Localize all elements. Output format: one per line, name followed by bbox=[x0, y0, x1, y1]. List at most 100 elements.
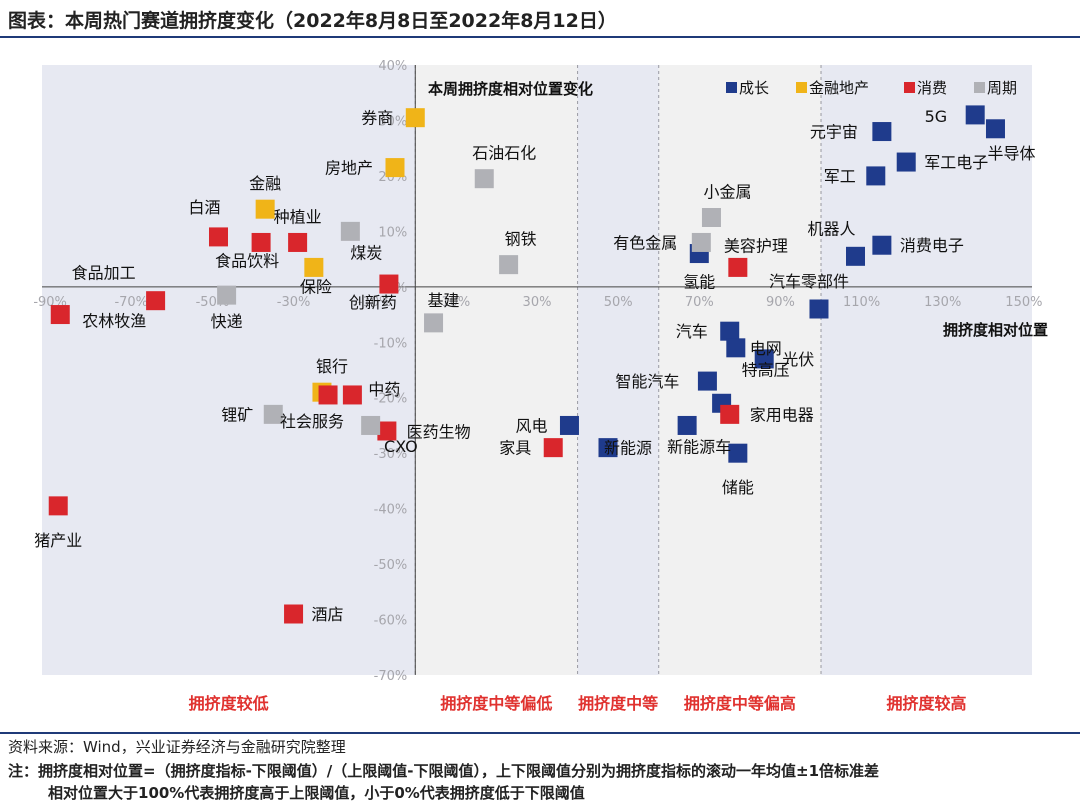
point-军工 bbox=[866, 166, 886, 186]
point-label: 猪产业 bbox=[34, 531, 82, 550]
point-label: 酒店 bbox=[312, 605, 344, 624]
point-label: 房地产 bbox=[325, 159, 373, 178]
y-tick-label: 30% bbox=[378, 114, 407, 129]
point-label: 农林牧渔 bbox=[82, 312, 146, 331]
point-label: 煤炭 bbox=[350, 243, 382, 262]
top-rule bbox=[0, 36, 1080, 38]
point-中药 bbox=[342, 385, 362, 405]
point-石油石化 bbox=[474, 169, 494, 189]
point-label: 军工 bbox=[824, 167, 856, 186]
point-label: 锂矿 bbox=[221, 405, 253, 424]
point-label: 汽车 bbox=[676, 322, 708, 341]
y-tick-label: 10% bbox=[378, 225, 407, 240]
legend-swatch-0 bbox=[726, 82, 737, 93]
point-家用电器 bbox=[720, 404, 740, 424]
point-风电 bbox=[559, 415, 579, 435]
point-label: 石油石化 bbox=[472, 144, 536, 163]
axes bbox=[42, 65, 1032, 675]
point-label: 食品饮料 bbox=[215, 251, 279, 270]
legend: 成长 金融地产 消费 周期 bbox=[726, 79, 1017, 97]
point-5G bbox=[965, 105, 985, 125]
footnote-line-2: 相对位置大于100%代表拥挤度高于上限阈值，小于0%代表拥挤度低于下限阈值 bbox=[48, 784, 585, 802]
x-tick-label: 30% bbox=[523, 295, 552, 310]
y-tick-label: -30% bbox=[374, 447, 408, 462]
legend-label: 成长 bbox=[739, 79, 769, 97]
point-美容护理 bbox=[728, 257, 748, 277]
point-label: CXO bbox=[384, 437, 418, 456]
x-tick-label: 130% bbox=[924, 295, 961, 310]
point-CXO bbox=[377, 421, 397, 441]
point-煤炭 bbox=[340, 221, 360, 241]
point-食品加工 bbox=[146, 291, 166, 311]
point-消费电子 bbox=[872, 235, 892, 255]
point-储能 bbox=[728, 443, 748, 463]
point-label: 储能 bbox=[722, 478, 754, 497]
point-label: 智能汽车 bbox=[615, 372, 679, 391]
y-tick-label: -50% bbox=[374, 558, 408, 573]
point-创新药 bbox=[379, 274, 399, 294]
point-label: 新能源 bbox=[604, 439, 652, 458]
point-房地产 bbox=[385, 158, 405, 178]
point-label: 5G bbox=[925, 107, 948, 126]
point-食品饮料 bbox=[251, 232, 271, 252]
zone-label: 拥挤度中等偏高 bbox=[684, 694, 796, 713]
point-label: 金融 bbox=[249, 174, 281, 193]
point-酒店 bbox=[284, 604, 304, 624]
point-基建 bbox=[424, 313, 444, 333]
point-种植业 bbox=[288, 232, 308, 252]
point-元宇宙 bbox=[872, 122, 892, 142]
inner-chart-title: 本周拥挤度相对位置变化 bbox=[428, 80, 593, 98]
y-tick-label: 40% bbox=[378, 59, 407, 74]
point-label: 家具 bbox=[499, 439, 531, 458]
legend-swatch-1 bbox=[796, 82, 807, 93]
point-label: 氢能 bbox=[683, 273, 715, 292]
point-label: 创新药 bbox=[349, 293, 397, 312]
legend-swatch-2 bbox=[904, 82, 915, 93]
zone-label: 拥挤度较高 bbox=[887, 694, 967, 713]
x-tick-label: 50% bbox=[604, 295, 633, 310]
x-tick-label: -30% bbox=[277, 295, 311, 310]
point-label: 食品加工 bbox=[72, 264, 136, 283]
point-label: 有色金属 bbox=[613, 233, 677, 252]
chart-title-caption: 图表：本周热门赛道拥挤度变化（2022年8月8日至2022年8月12日） bbox=[8, 10, 617, 32]
point-军工电子 bbox=[896, 152, 916, 172]
point-保险 bbox=[304, 257, 324, 277]
x-tick-label: -10% bbox=[358, 295, 392, 310]
legend-label: 消费 bbox=[917, 79, 947, 97]
zone-band-4 bbox=[821, 65, 1032, 675]
point-label: 医药生物 bbox=[407, 422, 471, 441]
point-小金属 bbox=[701, 208, 721, 227]
legend-label: 金融地产 bbox=[809, 79, 869, 97]
point-猪产业 bbox=[48, 496, 68, 516]
y-tick-label: -10% bbox=[374, 336, 408, 351]
point-家具 bbox=[543, 438, 563, 458]
x-axis-label: 拥挤度相对位置 bbox=[943, 321, 1048, 339]
zone-label: 拥挤度中等 bbox=[578, 694, 658, 713]
y-tick-label: -40% bbox=[374, 503, 408, 518]
footnote-line-1: 注：拥挤度相对位置=（拥挤度指标-下限阈值）/（上限阈值-下限阈值），上下限阈值… bbox=[8, 762, 880, 780]
point-有色金属 bbox=[691, 232, 711, 252]
point-新能源 bbox=[598, 438, 618, 458]
point-label: 电网 bbox=[750, 339, 782, 358]
x-tick-label: -70% bbox=[114, 295, 148, 310]
point-label: 保险 bbox=[300, 277, 332, 296]
point-label: 钢铁 bbox=[505, 230, 537, 249]
x-tick-label: 90% bbox=[766, 295, 795, 310]
point-label: 风电 bbox=[515, 416, 547, 435]
point-汽车零部件 bbox=[809, 299, 829, 319]
point-白酒 bbox=[208, 227, 228, 247]
source-note: 资料来源：Wind，兴业证券经济与金融研究院整理 bbox=[8, 738, 346, 756]
scatter-chart: -90% -70% -50% -30% -10% 10% 30% 50% 70% 90% 110% 1… bbox=[33, 59, 1048, 713]
x-tick-label: 70% bbox=[685, 295, 714, 310]
point-社会服务 bbox=[318, 385, 338, 405]
point-label: 消费电子 bbox=[900, 236, 964, 255]
x-tick-label: 150% bbox=[1005, 295, 1042, 310]
point-label: 中药 bbox=[368, 380, 400, 399]
y-tick-label: -70% bbox=[374, 669, 408, 684]
zone-band-2 bbox=[577, 65, 659, 675]
zone-band-3 bbox=[658, 65, 822, 675]
zone-label: 拥挤度较低 bbox=[189, 694, 269, 713]
zone-labels: 拥挤度较低 拥挤度中等偏低 拥挤度中等 拥挤度中等偏高 拥挤度较高 bbox=[189, 694, 967, 713]
point-label: 军工电子 bbox=[924, 153, 988, 172]
